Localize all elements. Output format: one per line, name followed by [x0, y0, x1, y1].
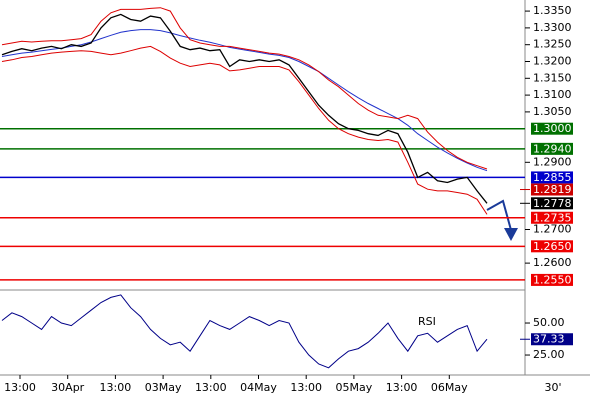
indicator-line — [1, 29, 488, 172]
x-tick-label: 03May — [145, 381, 182, 394]
level-label: 1.2778 — [533, 197, 572, 210]
rsi-value-label: 37.33 — [533, 333, 565, 346]
x-tick-label: 13:00 — [195, 381, 227, 394]
level-label: 1.2940 — [533, 142, 572, 155]
price-line — [1, 13, 488, 204]
indicator-line — [1, 45, 488, 215]
timeframe: 30' — [544, 381, 561, 394]
level-box — [531, 171, 573, 184]
forecast-arrowhead — [504, 228, 518, 241]
x-tick-label: 13:00 — [290, 381, 322, 394]
y-tick-label: 1.3150 — [533, 71, 572, 84]
y-tick-label: 1.3200 — [533, 54, 572, 67]
rsi-tick-label: 25.00 — [533, 348, 565, 361]
level-box — [531, 273, 573, 286]
x-tick-label: 13:00 — [4, 381, 36, 394]
level-label: 1.2650 — [533, 240, 572, 253]
rsi-tick-label: 50.00 — [533, 316, 565, 329]
level-label: 1.2550 — [533, 273, 572, 286]
x-tick-label: 06May — [431, 381, 468, 394]
y-tick-label: 1.3300 — [533, 21, 572, 34]
x-tick-label: 30Apr — [51, 381, 85, 394]
x-tick-label: 13:00 — [100, 381, 132, 394]
indicator-line — [1, 7, 488, 170]
level-box — [531, 122, 573, 135]
level-label: 1.2819 — [533, 183, 572, 196]
forecast-arrow — [486, 199, 512, 231]
y-tick-label: 1.3250 — [533, 38, 572, 51]
y-tick-label: 1.3050 — [533, 105, 572, 118]
rsi-label: RSI — [418, 315, 436, 328]
y-tick-label: 1.3350 — [533, 4, 572, 17]
x-tick-label: 13:00 — [386, 381, 418, 394]
x-tick-label: 04May — [240, 381, 277, 394]
level-box — [531, 240, 573, 253]
rsi-value-box — [531, 333, 573, 346]
level-label: 1.3000 — [533, 122, 572, 135]
rsi-line — [1, 294, 488, 369]
y-tick-label: 1.2700 — [533, 223, 572, 236]
level-box — [531, 211, 573, 224]
y-tick-label: 1.2600 — [533, 256, 572, 269]
y-tick-label: 1.2900 — [533, 155, 572, 168]
y-tick-label: 1.3100 — [533, 88, 572, 101]
x-tick-label: 05May — [336, 381, 373, 394]
level-label: 1.2735 — [533, 211, 572, 224]
level-box — [531, 183, 573, 196]
level-box — [531, 142, 573, 155]
level-box — [531, 197, 573, 210]
level-label: 1.2855 — [533, 171, 572, 184]
